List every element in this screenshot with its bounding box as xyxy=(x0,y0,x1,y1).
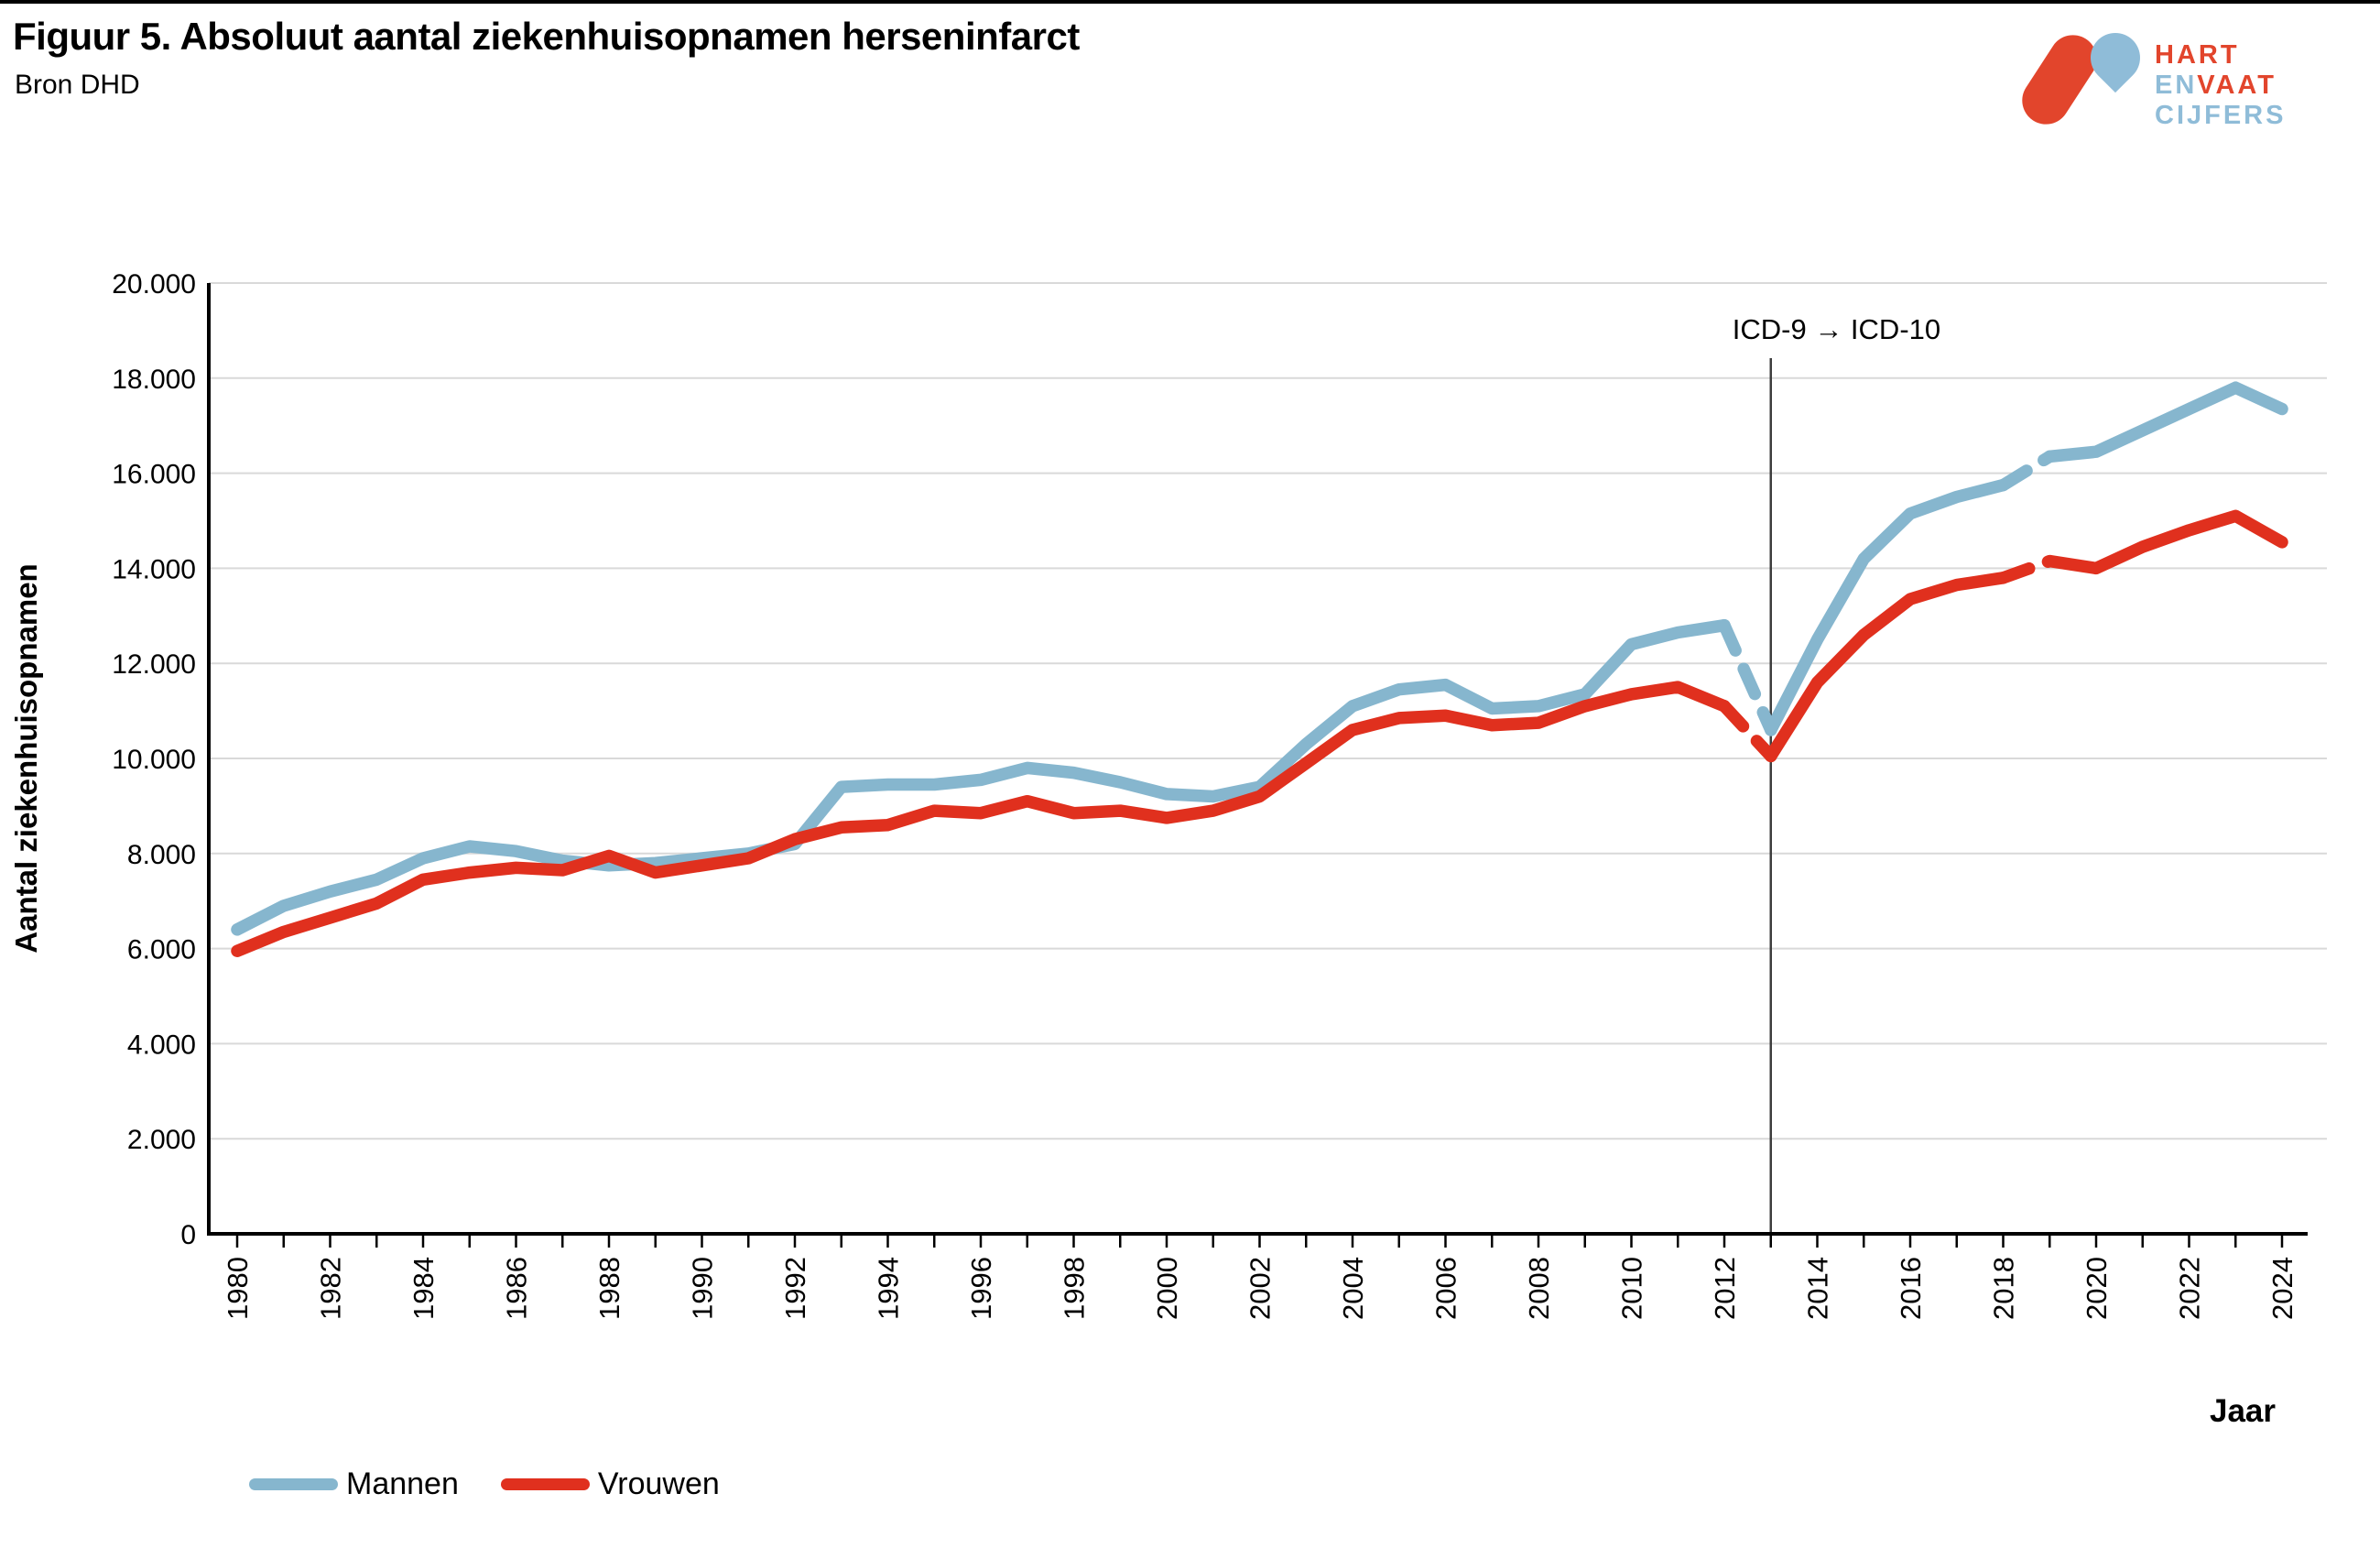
series-line-vrouwen xyxy=(1765,572,2010,763)
series-line-mannen xyxy=(2043,381,2288,463)
series-line-mannen xyxy=(1765,478,2010,736)
series-line-mannen-dashed xyxy=(1996,450,2057,492)
x-tick-label: 1996 xyxy=(965,1257,997,1320)
y-tick-label: 4.000 xyxy=(127,1030,196,1060)
top-border xyxy=(0,0,2380,4)
y-tick-label: 0 xyxy=(180,1220,196,1250)
figure-source: Bron DHD xyxy=(15,70,140,100)
x-tick-label: 2004 xyxy=(1337,1257,1369,1320)
series-line-mannen-dashed xyxy=(1718,618,1777,736)
x-tick-label: 2022 xyxy=(2174,1257,2206,1320)
y-tick-label: 2.000 xyxy=(127,1125,196,1155)
legend: Mannen Vrouwen xyxy=(249,1466,762,1502)
x-tick-label: 2012 xyxy=(1709,1257,1741,1320)
x-tick-label: 2016 xyxy=(1895,1257,1927,1320)
x-tick-label: 2002 xyxy=(1244,1257,1277,1320)
x-tick-label: 1994 xyxy=(873,1257,905,1320)
x-tick-label: 2008 xyxy=(1523,1257,1555,1320)
legend-swatch-vrouwen xyxy=(500,1478,590,1490)
brand-word-envaat: ENVAAT xyxy=(2155,71,2277,100)
series-line-vrouwen-dashed xyxy=(1996,554,2057,584)
brand-logo: HART ENVAAT CIJFERS xyxy=(2013,22,2376,143)
x-tick-label: 1990 xyxy=(687,1257,719,1320)
x-tick-label: 1998 xyxy=(1059,1257,1091,1320)
series-line-vrouwen xyxy=(231,681,1731,957)
y-tick-label: 16.000 xyxy=(112,460,196,490)
series-line-vrouwen xyxy=(2043,509,2288,575)
y-tick-label: 8.000 xyxy=(127,840,196,870)
x-tick-label: 2010 xyxy=(1616,1257,1648,1320)
x-tick-label: 1982 xyxy=(315,1257,347,1320)
y-tick-label: 20.000 xyxy=(112,269,196,300)
brand-word-hart: HART xyxy=(2155,40,2240,70)
y-tick-label: 10.000 xyxy=(112,745,196,775)
x-tick-label: 2014 xyxy=(1802,1257,1834,1320)
y-tick-label: 18.000 xyxy=(112,365,196,395)
x-tick-label: 1980 xyxy=(222,1257,254,1320)
x-tick-label: 1984 xyxy=(408,1257,440,1320)
y-tick-label: 6.000 xyxy=(127,935,196,965)
figure-title: Figuur 5. Absoluut aantal ziekenhuisopna… xyxy=(13,15,1080,58)
series-line-vrouwen-dashed xyxy=(1718,700,1777,763)
x-tick-label: 1992 xyxy=(779,1257,811,1320)
y-tick-label: 12.000 xyxy=(112,649,196,680)
legend-label-vrouwen: Vrouwen xyxy=(597,1466,720,1501)
x-tick-label: 2006 xyxy=(1430,1257,1462,1320)
x-tick-label: 2020 xyxy=(2081,1257,2113,1320)
x-tick-label: 2024 xyxy=(2266,1257,2298,1320)
y-axis-title: Aantal ziekenhuisopnamen xyxy=(9,563,43,953)
x-tick-label: 2000 xyxy=(1151,1257,1183,1320)
x-axis-title: Jaar xyxy=(2210,1393,2277,1429)
x-tick-label: 1988 xyxy=(593,1257,625,1320)
icd-transition-label: ICD-9 → ICD-10 xyxy=(1733,313,1940,345)
brand-word-cijfers: CIJFERS xyxy=(2155,101,2287,130)
legend-swatch-mannen xyxy=(249,1478,338,1490)
brand-wordmark: HART ENVAAT CIJFERS xyxy=(2155,40,2286,131)
x-tick-label: 1986 xyxy=(501,1257,533,1320)
y-tick-label: 14.000 xyxy=(112,554,196,584)
x-tick-label: 2018 xyxy=(1988,1257,2020,1320)
series-line-mannen xyxy=(231,618,1731,936)
legend-label-mannen: Mannen xyxy=(346,1466,459,1501)
